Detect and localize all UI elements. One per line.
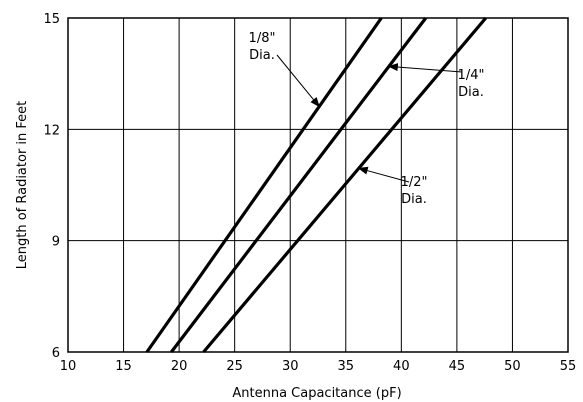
series-line-2 (170, 17, 428, 353)
y-tick-label: 12 (43, 123, 60, 138)
annotations: 1/8" Dia. 1/4" Dia. 1/2" Dia. (249, 31, 485, 207)
x-tick-label: 40 (393, 359, 410, 374)
x-tick-label: 10 (60, 359, 77, 374)
annotation-arrow-1 (276, 54, 320, 108)
x-tick-label: 50 (504, 359, 521, 374)
x-tick-label: 30 (282, 359, 299, 374)
x-tick-label: 45 (449, 359, 466, 374)
annotation-sublabel-1: Dia. (249, 48, 275, 63)
y-tick-label: 9 (52, 235, 60, 250)
y-tick-label: 15 (43, 12, 60, 27)
series-group (145, 16, 487, 354)
series-line-1 (145, 17, 383, 353)
grid (67, 17, 569, 353)
y-tick-label: 6 (52, 346, 60, 361)
tick-labels: 10 15 20 25 30 35 40 45 50 55 6 9 12 15 (43, 12, 576, 374)
y-axis-label: Length of Radiator in Feet (15, 101, 30, 270)
x-axis-label: Antenna Capacitance (pF) (232, 386, 401, 401)
plot-border (67, 17, 569, 353)
annotation-sublabel-3: Dia. (401, 192, 427, 207)
x-tick-label: 55 (560, 359, 577, 374)
x-tick-label: 25 (226, 359, 243, 374)
x-tick-label: 35 (338, 359, 355, 374)
x-tick-label: 15 (115, 359, 132, 374)
annotation-sublabel-2: Dia. (458, 85, 484, 100)
series-line-3 (202, 16, 487, 354)
annotation-label-2: 1/4" (458, 68, 485, 83)
annotation-arrow-3 (357, 166, 410, 183)
annotation-label-3: 1/2" (401, 175, 428, 190)
x-tick-label: 20 (171, 359, 188, 374)
annotation-label-1: 1/8" (249, 31, 276, 46)
plot-frame (67, 17, 569, 353)
annotation-arrow-2 (387, 63, 463, 73)
